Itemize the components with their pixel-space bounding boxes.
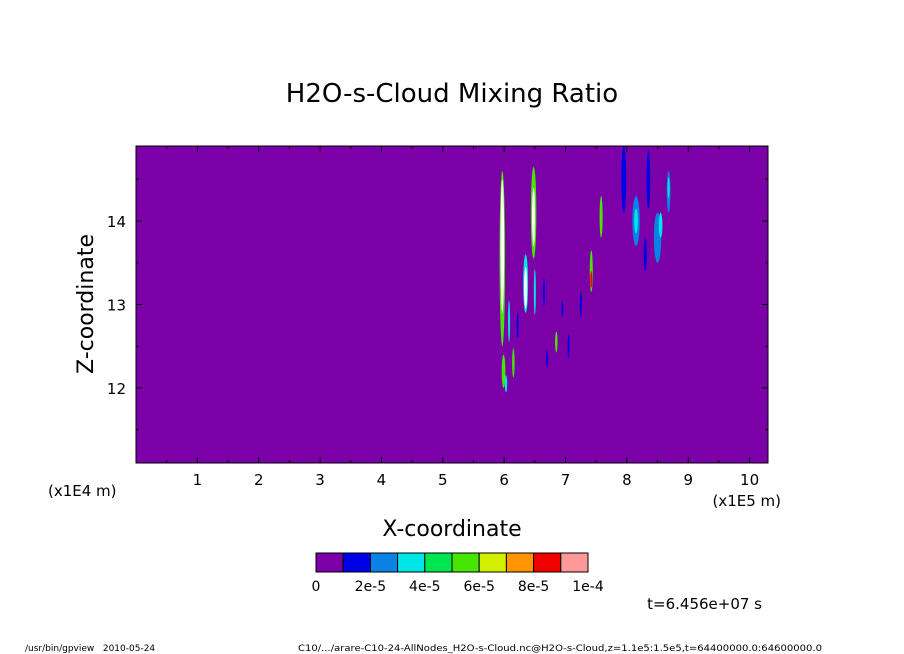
- cloud-feature-6: [516, 312, 519, 338]
- x-tick-label: 1: [193, 471, 203, 489]
- colorbar-swatch: [505, 552, 535, 573]
- colorbar-label: 0: [312, 579, 321, 595]
- y-tick-label: 12: [107, 380, 126, 398]
- cloud-feature-5: [508, 300, 511, 343]
- x-tick-label: 6: [499, 471, 509, 489]
- x-axis-ticks: 1 2 3 4 5 6 7 8 9 10: [166, 146, 759, 489]
- cloud-feature-24: [646, 150, 651, 209]
- colorbar-label: 4e-5: [409, 579, 440, 595]
- colorbar-swatch: [369, 552, 399, 573]
- x-axis-scale-note: (x1E5 m): [712, 492, 781, 510]
- colorbar-label: 2e-5: [355, 579, 386, 595]
- cloud-feature-27: [658, 212, 663, 238]
- cloud-feature-15: [561, 300, 564, 318]
- cloud-feature-12: [543, 277, 546, 307]
- cloud-feature-2: [501, 354, 506, 388]
- colorbar-label: 8e-5: [518, 579, 549, 595]
- cloud-feature-23: [634, 208, 638, 234]
- time-label: t=6.456e+07 s: [647, 595, 762, 613]
- cloud-feature-3: [504, 375, 508, 393]
- colorbar-labels: 0 2e-5 4e-5 6e-5 8e-5 1e-4: [312, 579, 604, 595]
- cloud-feature-25: [643, 237, 647, 272]
- colorbar-swatch: [560, 552, 589, 573]
- plot-area: [135, 145, 769, 464]
- colorbar-swatch: [315, 552, 344, 573]
- x-tick-label: 8: [622, 471, 632, 489]
- x-tick-label: 5: [438, 471, 448, 489]
- cloud-features: [499, 146, 671, 393]
- cloud-feature-29: [667, 177, 670, 199]
- x-tick-label: 3: [315, 471, 325, 489]
- cloud-feature-17: [579, 291, 582, 318]
- footer-right: C10/.../arare-C10-24-AllNodes_H2O-s-Clou…: [298, 644, 822, 654]
- colorbar-swatch: [397, 552, 426, 573]
- cloud-feature-10: [532, 187, 536, 247]
- y-axis-label: Z-coordinate: [74, 234, 99, 374]
- cloud-feature-19: [590, 271, 593, 288]
- colorbar-swatch: [478, 552, 507, 573]
- cloud-feature-20: [599, 196, 603, 238]
- cloud-feature-11: [533, 269, 536, 315]
- colorbar-swatch: [342, 552, 371, 573]
- chart-title: H2O-s-Cloud Mixing Ratio: [286, 79, 618, 109]
- y-tick-label: 13: [107, 297, 126, 315]
- cloud-feature-16: [567, 333, 570, 359]
- cloud-feature-14: [555, 331, 558, 353]
- y-tick-label: 14: [107, 213, 126, 231]
- x-axis-label: X-coordinate: [382, 517, 521, 542]
- x-tick-label: 10: [740, 471, 759, 489]
- colorbar: [315, 552, 589, 573]
- cloud-feature-8: [524, 266, 528, 309]
- colorbar-swatch: [424, 552, 453, 573]
- y-axis-ticks: 12 13 14: [107, 178, 768, 431]
- colorbar-swatch: [451, 552, 480, 573]
- x-tick-label: 7: [561, 471, 571, 489]
- colorbar-label: 6e-5: [463, 579, 494, 595]
- x-tick-label: 9: [683, 471, 693, 489]
- cloud-feature-1: [500, 179, 505, 313]
- colorbar-swatch: [533, 552, 562, 573]
- x-tick-label: 2: [254, 471, 264, 489]
- cloud-feature-21: [621, 146, 627, 213]
- x-tick-label: 4: [377, 471, 387, 489]
- y-axis-scale-note: (x1E4 m): [48, 482, 117, 500]
- colorbar-label: 1e-4: [572, 579, 604, 595]
- cloud-feature-4: [512, 348, 515, 378]
- footer-left: /usr/bin/gpview 2010-05-24: [25, 644, 155, 654]
- cloud-feature-13: [546, 350, 549, 368]
